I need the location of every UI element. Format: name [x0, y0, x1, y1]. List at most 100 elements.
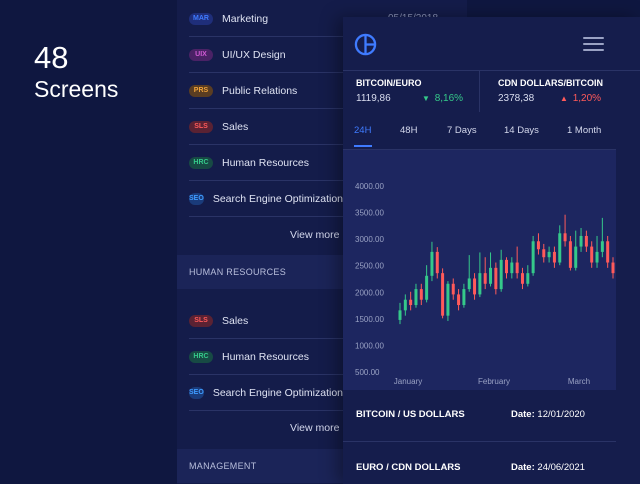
candle-body	[510, 262, 514, 274]
department-label: Marketing	[222, 12, 269, 25]
info-row-title: EURO / CDN DOLLARS	[356, 462, 461, 473]
screen-count: 48	[34, 40, 69, 75]
list-item[interactable]: UIX UI/UX Design	[189, 37, 343, 73]
ticker-change: ▲ 1,20%	[560, 93, 601, 104]
info-row-bitcoin-usd[interactable]: BITCOIN / US DOLLARS Date: 12/01/2020	[343, 396, 616, 436]
y-tick-label: 1500.00	[355, 315, 384, 324]
info-divider	[343, 441, 616, 442]
department-label: UI/UX Design	[222, 48, 286, 61]
info-row-euro-cdn[interactable]: EURO / CDN DOLLARS Date: 24/06/2021	[343, 449, 616, 484]
active-tab-indicator	[354, 145, 372, 147]
list-item[interactable]: HRC Human Resources	[189, 339, 343, 375]
tab-7-days[interactable]: 7 Days	[447, 125, 477, 136]
tab-24h[interactable]: 24H	[354, 125, 372, 136]
date-value: 24/06/2021	[537, 462, 585, 473]
candle-body	[552, 251, 556, 263]
candle-body	[414, 289, 418, 306]
ticker-pair: CDN DOLLARS/BITCOIN	[498, 78, 603, 88]
candle-body	[579, 235, 583, 247]
candle-body	[483, 273, 487, 284]
candle-body	[547, 251, 551, 258]
y-tick-label: 3000.00	[355, 235, 384, 244]
date-label: Date:	[511, 462, 535, 473]
candle-body	[536, 241, 540, 250]
candle-body	[403, 299, 407, 311]
candle-body	[462, 289, 466, 306]
candle-body	[398, 310, 402, 320]
list-item[interactable]: SLS Sales	[189, 303, 343, 339]
candle-body	[531, 241, 535, 274]
view-more-link-1[interactable]: View more	[290, 229, 340, 241]
candle-body	[606, 241, 610, 263]
candle-body	[489, 267, 493, 284]
candle-body	[419, 289, 423, 300]
tab-1-month[interactable]: 1 Month	[567, 125, 602, 136]
y-tick-label: 3500.00	[355, 209, 384, 218]
candle-body	[478, 273, 482, 295]
ticker-bitcoin-euro[interactable]: BITCOIN/EURO 1119,86 ▼ 8,16%	[356, 71, 476, 113]
candle-body	[409, 299, 413, 306]
date-label: Date:	[511, 409, 535, 420]
candle-body	[542, 249, 546, 258]
info-row-date: Date: 12/01/2020	[511, 409, 585, 420]
y-tick-label: 2000.00	[355, 288, 384, 297]
candle-body	[574, 246, 578, 268]
tabs-divider	[343, 149, 616, 150]
department-badge: HRC	[189, 156, 213, 169]
candle-body	[430, 251, 434, 276]
candle-body	[590, 246, 594, 263]
candle-body	[526, 273, 530, 284]
ticker-cdn-bitcoin[interactable]: CDN DOLLARS/BITCOIN 2378,38 ▲ 1,20%	[498, 71, 638, 113]
section-header-management: MANAGEMENT	[177, 449, 345, 483]
info-row-date: Date: 24/06/2021	[511, 462, 585, 473]
trading-phone-screen: BITCOIN/EURO 1119,86 ▼ 8,16% CDN DOLLARS…	[343, 17, 640, 484]
candle-body	[611, 262, 615, 274]
list-item[interactable]: SEO Search Engine Optimization	[189, 375, 343, 411]
department-badge: PRS	[189, 84, 213, 97]
hamburger-menu-icon[interactable]	[583, 37, 604, 53]
x-tick-label: January	[394, 377, 422, 386]
ticker-change-value: 8,16%	[434, 93, 464, 104]
department-label: Sales	[222, 314, 249, 327]
department-badge: UIX	[189, 48, 213, 61]
y-tick-label: 500.00	[355, 368, 380, 377]
list-item[interactable]: SEO Search Engine Optimization	[189, 181, 343, 217]
tab-48h[interactable]: 48H	[400, 125, 418, 136]
section-header-human-resources: HUMAN RESOURCES	[177, 255, 345, 289]
ticker-change: ▼ 8,16%	[422, 93, 463, 104]
candle-body	[499, 259, 503, 290]
candlestick-chart: 4000.00 3500.00 3000.00 2500.00 2000.00 1500.…	[355, 182, 615, 386]
department-badge: MAR	[189, 12, 213, 25]
candle-body	[563, 233, 567, 242]
y-tick-label: 2500.00	[355, 262, 384, 271]
y-tick-label: 4000.00	[355, 182, 384, 191]
list-item[interactable]: PRS Public Relations	[189, 73, 343, 109]
ticker-bar: BITCOIN/EURO 1119,86 ▼ 8,16% CDN DOLLARS…	[343, 70, 640, 112]
department-label: Human Resources	[222, 156, 309, 169]
app-logo-icon	[354, 33, 377, 56]
list-item[interactable]: HRC Human Resources	[189, 145, 343, 181]
candle-body	[441, 273, 445, 316]
ticker-pair: BITCOIN/EURO	[356, 78, 422, 88]
department-label: Human Resources	[222, 350, 309, 363]
view-more-link-2[interactable]: View more	[290, 422, 340, 434]
tab-14-days[interactable]: 14 Days	[504, 125, 539, 136]
timeframe-tabs: 24H 48H 7 Days 14 Days 1 Month	[343, 115, 616, 149]
arrow-up-icon: ▲	[560, 94, 568, 103]
phone-header	[343, 17, 640, 72]
list-item[interactable]: SLS Sales	[189, 109, 343, 145]
x-tick-label: March	[568, 377, 590, 386]
candle-body	[568, 241, 572, 268]
hero-title: 48 Screens	[34, 40, 118, 103]
department-label: Public Relations	[222, 84, 298, 97]
price-chart: 4000.00 3500.00 3000.00 2500.00 2000.00 1500.…	[343, 150, 616, 390]
ticker-change-value: 1,20%	[572, 93, 602, 104]
department-label: Sales	[222, 120, 249, 133]
candle-body	[520, 273, 524, 284]
candle-body	[584, 235, 588, 247]
candle-body	[494, 267, 498, 290]
list-item[interactable]: MAR Marketing	[189, 1, 343, 37]
candle-body	[467, 278, 471, 290]
candle-body	[600, 241, 604, 252]
ticker-price: 1119,86	[356, 93, 391, 104]
